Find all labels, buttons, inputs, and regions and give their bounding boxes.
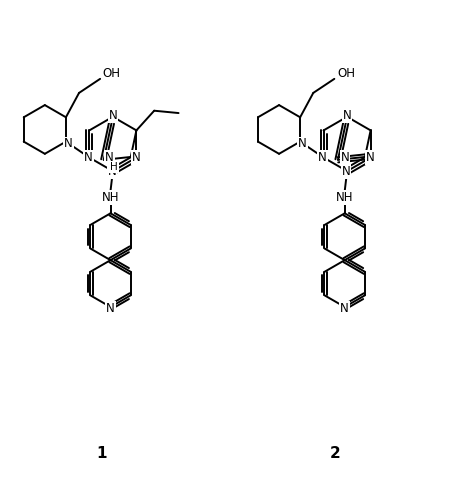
Text: 2: 2 bbox=[330, 445, 341, 461]
Text: OH: OH bbox=[337, 67, 355, 80]
Text: N: N bbox=[106, 302, 115, 315]
Text: N: N bbox=[84, 151, 93, 164]
Text: 1: 1 bbox=[96, 445, 106, 461]
Text: N: N bbox=[366, 151, 375, 164]
Text: N: N bbox=[64, 137, 73, 150]
Text: N: N bbox=[341, 151, 349, 164]
Text: N: N bbox=[340, 302, 349, 315]
Text: N: N bbox=[298, 137, 307, 150]
Text: N: N bbox=[318, 151, 327, 164]
Text: H: H bbox=[110, 162, 118, 172]
Text: NH: NH bbox=[336, 192, 354, 204]
Text: N: N bbox=[343, 109, 351, 122]
Text: NH: NH bbox=[102, 192, 119, 204]
Text: N: N bbox=[105, 151, 114, 164]
Text: N: N bbox=[109, 109, 117, 122]
Text: N: N bbox=[342, 165, 350, 178]
Text: N: N bbox=[108, 165, 116, 178]
Text: N: N bbox=[132, 151, 141, 164]
Text: OH: OH bbox=[103, 67, 121, 80]
